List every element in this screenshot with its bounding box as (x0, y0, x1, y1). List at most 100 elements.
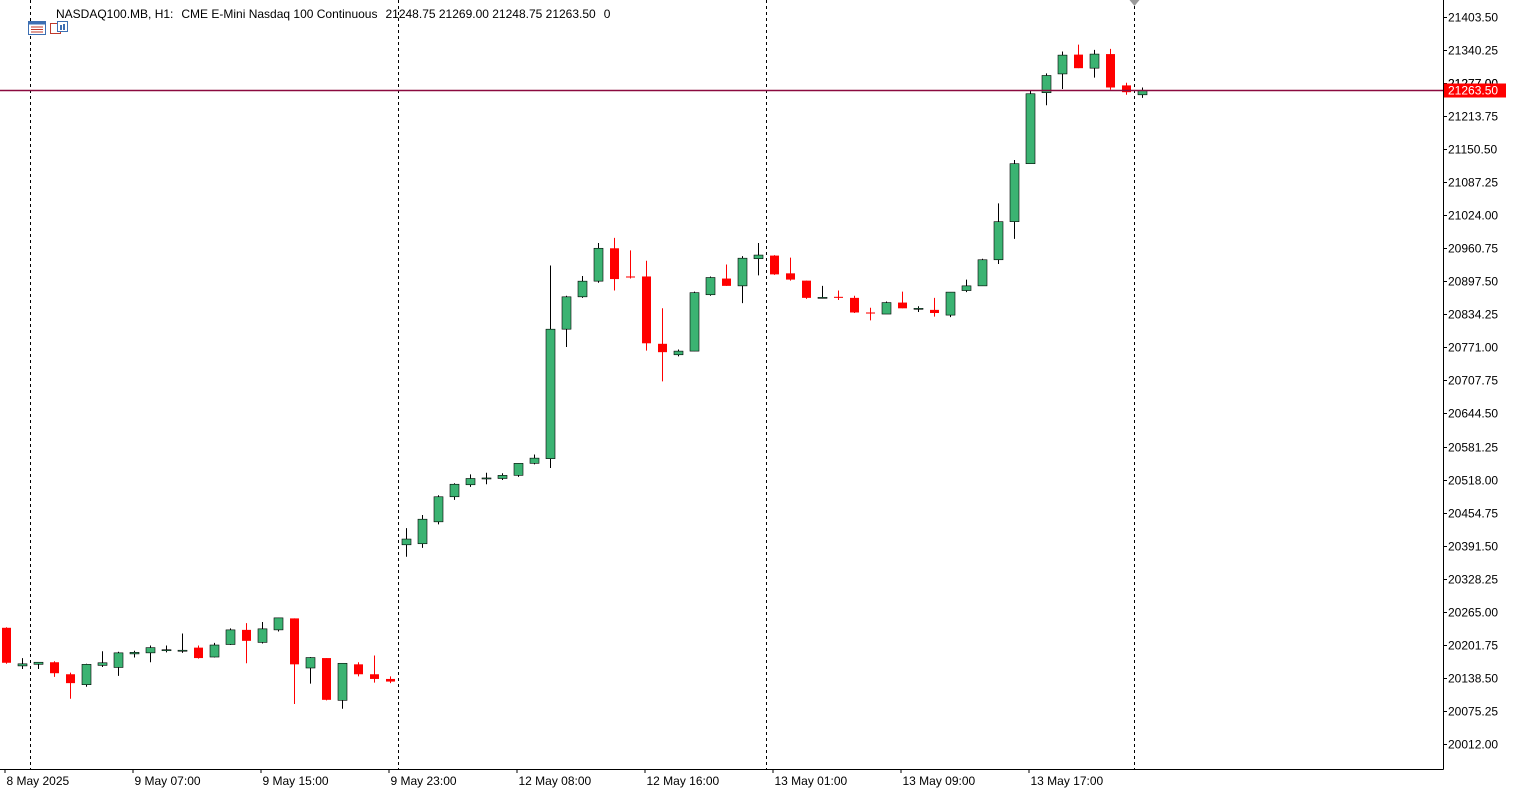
toolbox-icon[interactable] (30, 7, 69, 34)
candle[interactable] (257, 622, 268, 644)
candle[interactable] (145, 645, 156, 663)
candle[interactable] (817, 285, 828, 299)
candle[interactable] (322, 658, 331, 701)
candle[interactable] (97, 651, 108, 667)
candle[interactable] (417, 515, 428, 548)
candle[interactable] (1106, 48, 1115, 90)
candle[interactable] (433, 495, 444, 525)
candle-body (386, 678, 395, 682)
candle[interactable] (242, 623, 251, 664)
candle[interactable] (305, 657, 316, 684)
x-tick-label: 9 May 23:00 (391, 774, 457, 788)
candle-body (945, 291, 956, 316)
candle[interactable] (529, 454, 540, 465)
y-tick-label: 21340.25 (1448, 44, 1498, 58)
candle[interactable] (177, 633, 188, 653)
candle[interactable] (913, 306, 924, 312)
candle[interactable] (881, 301, 892, 315)
candle[interactable] (977, 258, 988, 287)
candle[interactable] (834, 290, 843, 300)
chart-shift-marker[interactable] (1129, 0, 1140, 6)
candle[interactable] (593, 243, 604, 283)
candle[interactable] (658, 308, 667, 382)
candle[interactable] (802, 280, 811, 299)
ohlc-values: 21248.75 21269.00 21248.75 21263.50 (385, 7, 596, 21)
candle-body (850, 297, 859, 313)
candle[interactable] (17, 658, 28, 670)
candle[interactable] (81, 663, 92, 687)
candle[interactable] (545, 265, 556, 469)
candle[interactable] (513, 463, 524, 477)
candle[interactable] (993, 203, 1004, 264)
candle-body (642, 276, 651, 344)
chart-header: NASDAQ100.MB, H1: CME E-Mini Nasdaq 100 … (8, 6, 610, 35)
y-tick-label: 20707.75 (1448, 374, 1498, 388)
candle[interactable] (930, 297, 939, 317)
candle[interactable] (465, 474, 476, 487)
y-tick-label: 20265.00 (1448, 606, 1498, 620)
candle-body (545, 328, 556, 459)
candle[interactable] (673, 349, 684, 357)
candle[interactable] (194, 645, 203, 659)
candle[interactable] (2, 627, 11, 664)
y-tick-label: 20834.25 (1448, 308, 1498, 322)
candle[interactable] (225, 628, 236, 646)
candle[interactable] (497, 473, 508, 481)
candle[interactable] (337, 662, 348, 709)
candle[interactable] (401, 528, 412, 557)
candle[interactable] (753, 243, 764, 276)
candle[interactable] (1009, 160, 1020, 239)
candle[interactable] (737, 256, 748, 304)
candle[interactable] (273, 617, 284, 632)
candle[interactable] (1089, 49, 1100, 78)
candle-body (177, 649, 188, 652)
candle[interactable] (1041, 73, 1052, 106)
candle[interactable] (209, 642, 220, 658)
candle[interactable] (370, 655, 379, 683)
candle[interactable] (689, 291, 700, 352)
candle[interactable] (850, 295, 859, 314)
candle[interactable] (961, 279, 972, 293)
candle[interactable] (945, 291, 956, 318)
candle[interactable] (1057, 51, 1068, 90)
y-tick-label: 20581.25 (1448, 441, 1498, 455)
candle[interactable] (386, 676, 395, 684)
candle[interactable] (1025, 90, 1036, 165)
candle-body (1057, 54, 1068, 75)
candle[interactable] (1137, 87, 1148, 98)
candle[interactable] (561, 295, 572, 347)
candle[interactable] (786, 257, 795, 281)
candle-body (33, 661, 44, 665)
candle[interactable] (626, 250, 635, 279)
chart-window-icon[interactable] (8, 7, 47, 35)
candle[interactable] (129, 650, 140, 658)
candle[interactable] (1074, 44, 1083, 69)
candle[interactable] (481, 472, 492, 485)
candle[interactable] (354, 662, 363, 677)
candle[interactable] (33, 661, 44, 670)
candle-body (1009, 163, 1020, 222)
candle-body (673, 350, 684, 356)
candle[interactable] (50, 661, 59, 677)
candle[interactable] (705, 276, 716, 296)
candle-body (145, 647, 156, 654)
candle-body (577, 280, 588, 298)
candle[interactable] (898, 291, 907, 309)
candle[interactable] (449, 483, 460, 500)
candle[interactable] (577, 275, 588, 298)
x-tick-label: 12 May 16:00 (647, 774, 720, 788)
candle[interactable] (610, 237, 619, 291)
candle[interactable] (722, 264, 731, 286)
candle[interactable] (866, 307, 875, 321)
candle[interactable] (770, 255, 779, 275)
candle[interactable] (642, 260, 651, 351)
candle-body (113, 652, 124, 668)
candle[interactable] (161, 645, 172, 653)
candle[interactable] (1122, 82, 1131, 95)
candle[interactable] (113, 651, 124, 676)
candle-body (977, 259, 988, 287)
candle[interactable] (290, 618, 299, 705)
candle[interactable] (66, 672, 75, 699)
